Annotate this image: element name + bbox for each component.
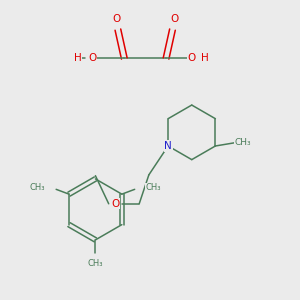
Text: O: O xyxy=(112,14,120,24)
Text: H: H xyxy=(201,53,208,64)
Text: CH₃: CH₃ xyxy=(146,183,161,192)
Text: CH₃: CH₃ xyxy=(234,138,251,147)
Text: H: H xyxy=(74,53,82,64)
Text: O: O xyxy=(188,53,196,64)
Text: CH₃: CH₃ xyxy=(29,183,45,192)
Text: O: O xyxy=(170,14,178,24)
Text: O: O xyxy=(111,199,119,209)
Text: CH₃: CH₃ xyxy=(88,260,103,268)
Text: N: N xyxy=(164,141,172,151)
Text: O: O xyxy=(89,53,97,64)
